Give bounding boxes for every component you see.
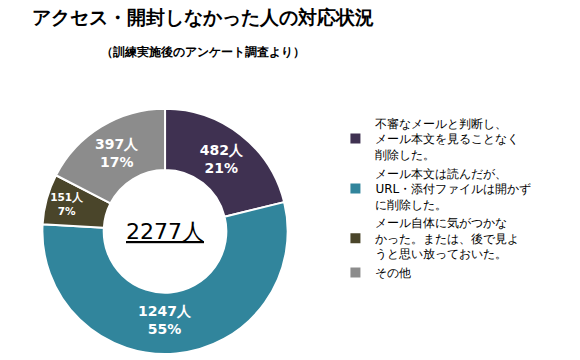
svg-text:その他: その他	[375, 266, 411, 280]
svg-text:397人17%: 397人17%	[95, 136, 139, 170]
svg-text:1247人55%: 1247人55%	[138, 303, 192, 337]
svg-text:メール自体に気がつかなかった。または、後で見ようと思い放って: メール自体に気がつかなかった。または、後で見ようと思い放っておいた。	[375, 216, 519, 261]
svg-text:メール本文は読んだが、URL・添付ファイルは開かずに削除した: メール本文は読んだが、URL・添付ファイルは開かずに削除した。	[375, 167, 531, 212]
svg-text:（訓練実施後のアンケート調査より）: （訓練実施後のアンケート調査より）	[101, 45, 305, 59]
svg-text:151人7%: 151人7%	[50, 191, 84, 217]
svg-text:アクセス・開封しなかった人の対応状況: アクセス・開封しなかった人の対応状況	[32, 6, 374, 28]
svg-text:2277人: 2277人	[126, 219, 204, 244]
svg-text:482人21%: 482人21%	[200, 142, 244, 176]
svg-text:不審なメールと判断し、メール本文を見ることなく削除した。: 不審なメールと判断し、メール本文を見ることなく削除した。	[375, 117, 519, 162]
